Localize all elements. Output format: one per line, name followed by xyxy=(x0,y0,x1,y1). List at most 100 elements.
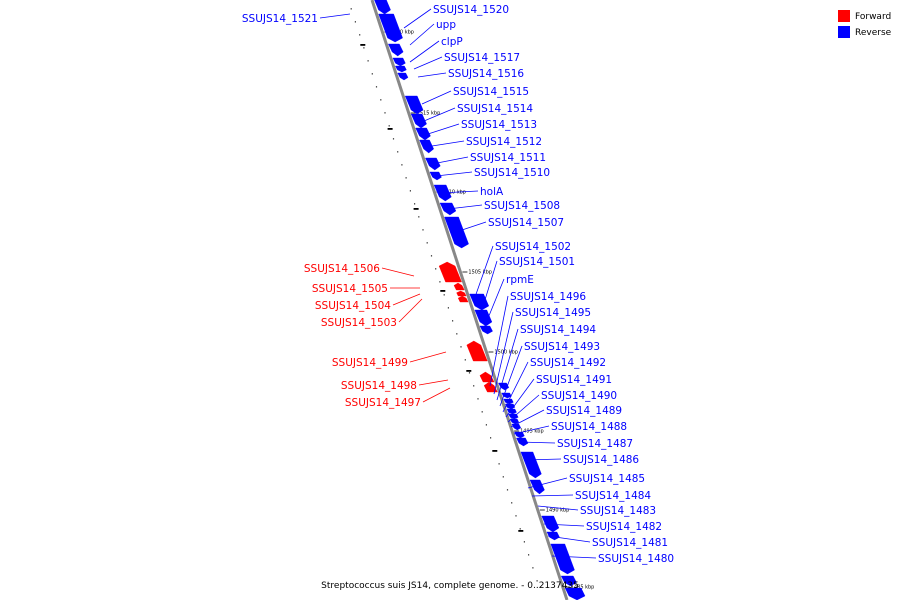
tick-label: 1500 kbp xyxy=(494,350,518,356)
gene-arrow xyxy=(483,381,498,393)
guide-dash xyxy=(492,450,498,452)
guide-dot xyxy=(490,437,492,439)
gene-label-leader xyxy=(543,523,585,527)
guide-dot xyxy=(477,398,479,400)
tick-label: 1520 kbp xyxy=(390,30,414,36)
guide-dot xyxy=(418,216,420,218)
guide-dot xyxy=(473,385,475,387)
guide-dot xyxy=(515,515,517,517)
gene-label-leader xyxy=(499,345,523,407)
gene-label-leader xyxy=(518,441,556,444)
gene-arrow xyxy=(453,282,465,291)
gene-arrow xyxy=(429,171,442,181)
guide-dot xyxy=(422,229,424,231)
gene-label-leader xyxy=(496,328,519,401)
gene-label-leader xyxy=(502,361,529,413)
gene-label: SSUJS14_1497 xyxy=(345,397,421,409)
background-dots xyxy=(350,8,538,582)
gene-label: SSUJS14_1487 xyxy=(557,438,633,450)
gene-label: SSUJS14_1490 xyxy=(541,390,617,402)
guide-dot xyxy=(388,125,390,127)
guide-dot xyxy=(367,60,369,62)
guide-dot xyxy=(375,86,378,88)
guide-dot xyxy=(435,268,437,270)
gene-label: SSUJS14_1513 xyxy=(461,119,537,131)
gene-arrow xyxy=(395,65,407,73)
guide-dot xyxy=(452,320,454,322)
gene-label-leader xyxy=(418,379,449,386)
guide-dot xyxy=(371,73,373,75)
gene-label-leader xyxy=(409,351,447,363)
gene-arrow xyxy=(387,43,404,57)
gene-label-leader xyxy=(551,555,597,559)
gene-label: SSUJS14_1506 xyxy=(304,263,380,275)
guide-dash xyxy=(518,530,524,532)
gene-label-leader xyxy=(473,245,494,301)
gene-arrow xyxy=(392,57,406,67)
gene-label: SSUJS14_1483 xyxy=(580,505,656,517)
gene-label: rpmE xyxy=(506,274,534,286)
gene-label: SSUJS14_1512 xyxy=(466,136,542,148)
gene-label-leader xyxy=(427,123,460,135)
guide-dot xyxy=(439,281,441,283)
gene-label-leader xyxy=(455,221,487,233)
gene-label: SSUJS14_1508 xyxy=(484,200,560,212)
gene-arrow xyxy=(529,479,545,495)
gene-arrow xyxy=(378,13,403,43)
tick-label: 1490 kbp xyxy=(546,508,570,514)
gene-label: SSUJS14_1520 xyxy=(433,4,509,16)
gene-arrow xyxy=(397,72,409,81)
gene-arrow xyxy=(374,0,391,15)
gene-label-leader xyxy=(483,278,505,329)
guide-dot xyxy=(426,242,428,244)
gene-label-leader xyxy=(439,190,479,194)
gene-label: SSUJS14_1501 xyxy=(499,256,575,268)
gene-label-leader xyxy=(422,387,451,403)
gene-label: SSUJS14_1496 xyxy=(510,291,586,303)
gene-label: SSUJS14_1482 xyxy=(586,521,662,533)
guide-dot xyxy=(397,151,399,153)
guide-dot xyxy=(498,463,500,465)
gene-label: SSUJS14_1481 xyxy=(592,537,668,549)
gene-label-leader xyxy=(531,494,574,497)
gene-label-leader xyxy=(507,394,540,423)
gene-label: SSUJS14_1498 xyxy=(341,380,417,392)
gene-arrow xyxy=(456,290,467,297)
guide-dash xyxy=(440,290,446,292)
guide-dot xyxy=(350,8,352,10)
gene-label-leader xyxy=(431,140,465,147)
gene-arrow xyxy=(404,95,424,115)
gene-label: SSUJS14_1492 xyxy=(530,357,606,369)
gene-label-leader xyxy=(513,425,550,435)
gene-label: SSUJS14_1521 xyxy=(242,13,318,25)
gene-arrow xyxy=(520,451,542,479)
guide-dot xyxy=(519,528,521,530)
gene-label: SSUJS14_1485 xyxy=(569,473,645,485)
gene-label: SSUJS14_1517 xyxy=(444,52,520,64)
gene-label-leader xyxy=(510,409,545,428)
gene-arrow xyxy=(439,202,457,216)
gene-label-leader xyxy=(409,23,435,46)
gene-label-leader xyxy=(398,298,423,323)
gene-arrow xyxy=(564,587,586,600)
gene-label-leader xyxy=(431,156,469,165)
gene-label-leader xyxy=(417,72,447,78)
guide-dot xyxy=(502,476,504,478)
guide-dot xyxy=(511,502,513,504)
gene-label-leader xyxy=(423,107,456,122)
gene-label-leader xyxy=(505,378,535,418)
guide-dot xyxy=(430,255,433,257)
gene-label: SSUJS14_1480 xyxy=(598,553,674,565)
gene-label: upp xyxy=(436,19,456,31)
gene-label-leader xyxy=(493,311,514,395)
gene-arrow xyxy=(410,113,427,129)
legend-label: Reverse xyxy=(855,28,892,38)
gene-label-leader xyxy=(489,295,509,387)
tick-label: 1495 kbp xyxy=(520,429,544,435)
gene-label: SSUJS14_1503 xyxy=(321,317,397,329)
gene-label: SSUJS14_1504 xyxy=(315,300,391,312)
gene-label: clpP xyxy=(441,36,463,48)
